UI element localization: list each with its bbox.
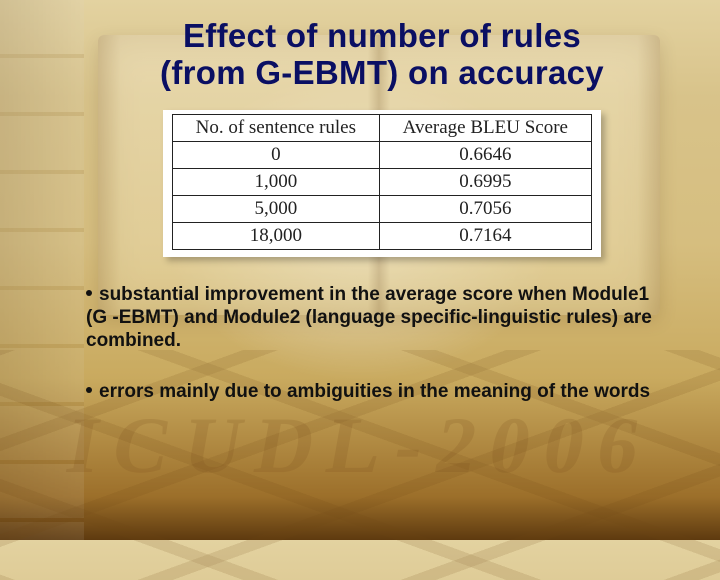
table-row: 0 0.6646 xyxy=(173,141,592,168)
table-cell: 0.6646 xyxy=(379,141,591,168)
results-table-container: No. of sentence rules Average BLEU Score… xyxy=(163,110,601,257)
table-cell: 0.6995 xyxy=(379,168,591,195)
table-header-cell: No. of sentence rules xyxy=(173,114,380,141)
bullet-text: substantial improvement in the average s… xyxy=(86,284,652,351)
title-line-2: (from G-EBMT) on accuracy xyxy=(160,54,604,91)
table-row: 1,000 0.6995 xyxy=(173,168,592,195)
table-header-row: No. of sentence rules Average BLEU Score xyxy=(173,114,592,141)
title-line-1: Effect of number of rules xyxy=(183,17,581,54)
slide-title: Effect of number of rules (from G-EBMT) … xyxy=(84,18,680,92)
results-table: No. of sentence rules Average BLEU Score… xyxy=(172,114,592,250)
table-row: 5,000 0.7056 xyxy=(173,195,592,222)
table-cell: 5,000 xyxy=(173,195,380,222)
table-cell: 1,000 xyxy=(173,168,380,195)
bullet-point: substantial improvement in the average s… xyxy=(86,283,674,353)
bullet-dot-icon xyxy=(86,387,92,393)
slide-content: Effect of number of rules (from G-EBMT) … xyxy=(84,18,680,520)
left-thumbnail-strip xyxy=(0,0,84,540)
table-header-cell: Average BLEU Score xyxy=(379,114,591,141)
bullet-text: errors mainly due to ambiguities in the … xyxy=(99,381,650,402)
bullet-dot-icon xyxy=(86,290,92,296)
table-row: 18,000 0.7164 xyxy=(173,222,592,249)
bullet-point: errors mainly due to ambiguities in the … xyxy=(86,380,674,403)
table-cell: 18,000 xyxy=(173,222,380,249)
table-cell: 0.7164 xyxy=(379,222,591,249)
table-cell: 0 xyxy=(173,141,380,168)
table-cell: 0.7056 xyxy=(379,195,591,222)
